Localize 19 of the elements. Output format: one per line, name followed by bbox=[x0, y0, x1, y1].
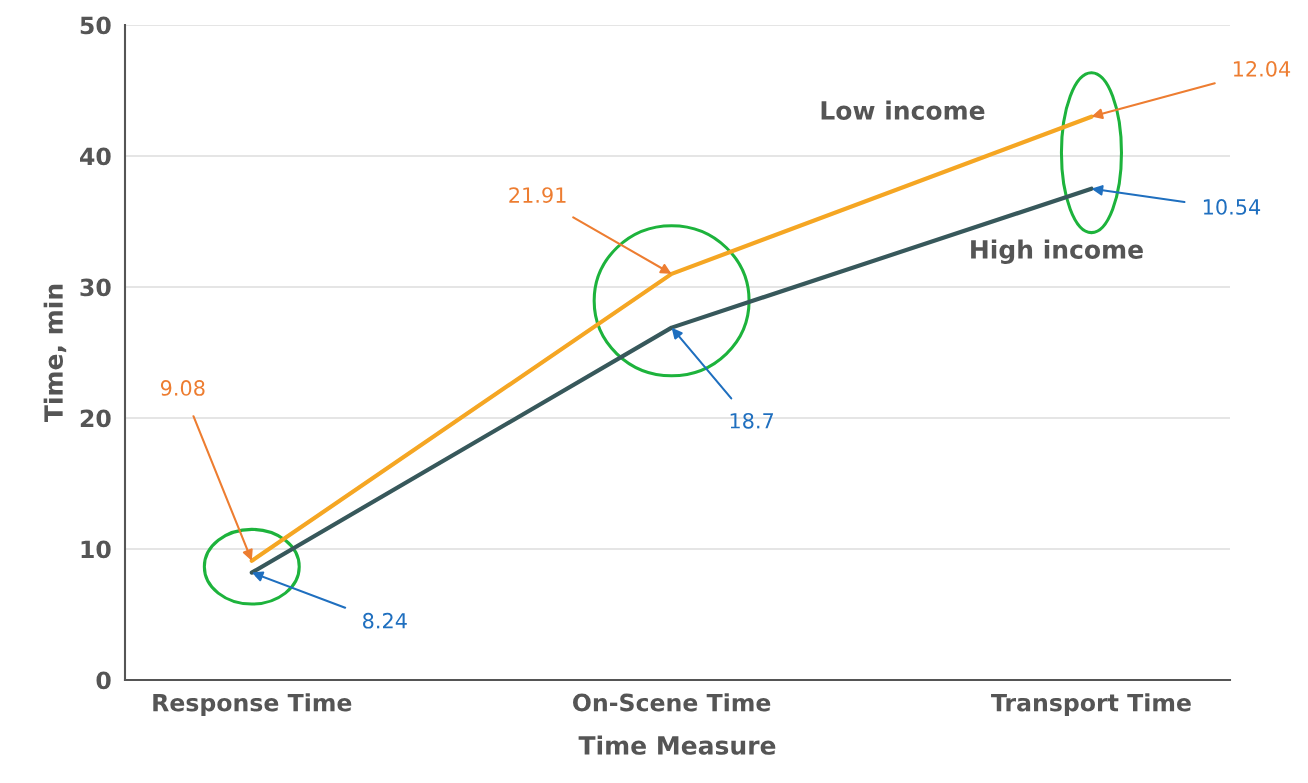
annotation: 18.7 bbox=[730, 412, 774, 429]
y-tick-label: 10 bbox=[81, 540, 111, 559]
y-tick-label: 50 bbox=[80, 16, 111, 35]
annotation: 12.04 bbox=[1233, 60, 1291, 77]
x-tick-label: Transport Time bbox=[991, 693, 1191, 717]
annotation: 9.08 bbox=[160, 380, 205, 396]
y-tick-label: 0 bbox=[96, 671, 111, 690]
y-tick-label: 40 bbox=[80, 147, 111, 166]
series-label: High income bbox=[971, 239, 1143, 264]
annotation: 10.54 bbox=[1203, 199, 1261, 215]
x-tick-label: Response Time bbox=[153, 693, 352, 717]
x-tick-label: On-Scene Time bbox=[573, 693, 771, 712]
y-tick-label: 30 bbox=[80, 278, 111, 297]
annotation: 21.91 bbox=[509, 187, 566, 203]
annotation: 8.24 bbox=[363, 612, 407, 629]
series-label: Low income bbox=[821, 100, 985, 120]
x-axis-title: Time Measure bbox=[578, 735, 776, 755]
y-tick-label: 20 bbox=[80, 409, 111, 428]
y-axis-title: Time, min bbox=[43, 284, 67, 422]
